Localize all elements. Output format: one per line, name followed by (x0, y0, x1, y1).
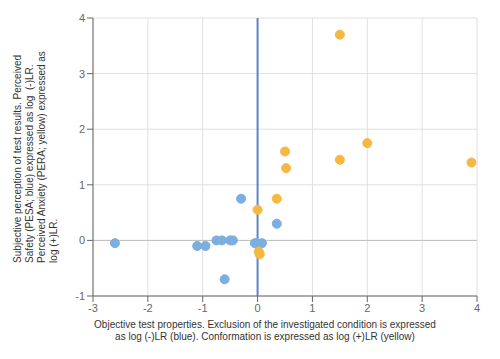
svg-text:1: 1 (79, 179, 85, 191)
svg-text:0: 0 (79, 234, 85, 246)
svg-text:3: 3 (419, 302, 425, 314)
svg-text:-1: -1 (75, 290, 85, 302)
svg-text:2: 2 (364, 302, 370, 314)
html-text:Subjective perception of test: Subjective perception of test results. P… (12, 51, 59, 263)
svg-text:3: 3 (79, 68, 85, 80)
svg-text:2: 2 (79, 123, 85, 135)
svg-text:1: 1 (309, 302, 315, 314)
svg-text:-2: -2 (143, 302, 153, 314)
svg-text:-3: -3 (88, 302, 98, 314)
html-text:Objective test properties. Exc: Objective test properties. Exclusion of … (94, 319, 436, 342)
svg-text:0: 0 (255, 302, 261, 314)
svg-text:4: 4 (474, 302, 480, 314)
svg-text:4: 4 (79, 12, 85, 24)
svg-text:-1: -1 (198, 302, 208, 314)
